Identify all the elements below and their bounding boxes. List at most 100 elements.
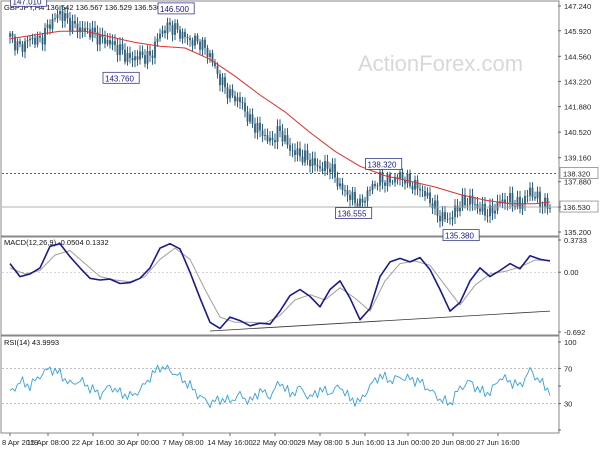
candle-body	[206, 47, 209, 57]
candle-body	[359, 198, 361, 210]
rsi-tick-label: 100	[564, 338, 577, 347]
candle-body	[174, 23, 176, 35]
time-tick-label: 7 May 08:00	[162, 438, 203, 447]
candle-body	[301, 156, 304, 163]
candle-body	[9, 33, 11, 37]
candle-body	[11, 33, 14, 37]
candle-body	[84, 28, 86, 31]
candle-body	[59, 11, 61, 15]
candle-body	[326, 161, 329, 169]
price-tick-label: 140.520	[564, 128, 591, 137]
candle-body	[501, 199, 504, 204]
candle-body	[149, 51, 151, 56]
candle-body	[531, 187, 534, 197]
candle-body	[466, 204, 469, 206]
time-tick-label: 27 Jun 16:00	[476, 438, 519, 447]
candle-body	[51, 18, 54, 29]
price-tick-label: 139.160	[564, 154, 591, 163]
candle-body	[114, 41, 116, 46]
price-tick-label: 147.240	[564, 2, 591, 11]
candle-body	[19, 41, 21, 45]
candle-body	[319, 166, 321, 169]
candle-body	[431, 203, 434, 209]
price-callout-label: 135.380	[445, 232, 474, 241]
candle-body	[389, 174, 391, 183]
candle-body	[471, 195, 474, 204]
candle-body	[26, 40, 29, 42]
candle-body	[289, 144, 291, 151]
candle-body	[276, 126, 279, 143]
candle-body	[394, 176, 396, 183]
candle-body	[211, 53, 214, 63]
candle-body	[374, 183, 376, 186]
candle-body	[39, 35, 41, 38]
candle-body	[49, 24, 51, 29]
candle-body	[329, 168, 331, 173]
candle-body	[216, 65, 219, 74]
candle-body	[274, 140, 276, 143]
candle-body	[411, 186, 414, 190]
candle-body	[64, 13, 66, 21]
candle-body	[189, 38, 191, 41]
candle-body	[536, 191, 539, 199]
macd-trendline	[209, 310, 551, 332]
candle-body	[519, 196, 521, 209]
price-tick-label: 141.880	[564, 103, 591, 112]
candle-body	[166, 22, 169, 34]
candle-body	[544, 197, 546, 207]
candle-body	[539, 191, 541, 207]
candle-body	[106, 40, 109, 44]
candle-body	[316, 164, 319, 167]
candle-body	[159, 33, 161, 39]
time-tick-label: 14 May 16:00	[207, 438, 252, 447]
candle-body	[381, 171, 384, 183]
candle-body	[119, 44, 121, 55]
moving-average-line	[9, 30, 551, 205]
candle-body	[146, 51, 149, 64]
rsi-tick-label: 70	[564, 364, 572, 373]
candle-body	[464, 194, 466, 206]
candle-body	[111, 41, 114, 45]
candle-body	[429, 192, 431, 204]
candle-body	[426, 192, 429, 197]
price-axis: 147.240 145.920 144.560 143.220 141.880 140.5…	[558, 2, 591, 237]
candle-body	[314, 158, 316, 165]
candle-body	[29, 38, 31, 41]
candle-body	[229, 89, 231, 99]
candle-body	[14, 36, 16, 51]
candle-body	[139, 51, 141, 60]
price-tick-label: 144.560	[564, 52, 591, 61]
candle-body	[271, 137, 274, 141]
price-level-line: 138.320 136.530	[2, 167, 599, 213]
candle-body	[131, 57, 134, 61]
candle-body	[291, 150, 294, 152]
candle-body	[184, 31, 186, 37]
candle-body	[496, 201, 499, 211]
candle-body	[246, 111, 249, 122]
candle-body	[436, 200, 439, 216]
price-ma-line	[9, 30, 551, 205]
candle-body	[516, 196, 519, 207]
price-panel-title: GBPJPY,H4 136.542 136.567 136.529 136.53…	[4, 3, 161, 12]
candle-body	[179, 29, 181, 39]
candle-body	[349, 195, 351, 200]
time-tick-label: 5 Jun 16:00	[345, 438, 384, 447]
candle-body	[456, 205, 459, 212]
price-callout-box	[102, 71, 140, 84]
time-tick-label: 20 Jun 08:00	[431, 438, 474, 447]
candle-body	[294, 150, 296, 155]
candle-body	[16, 41, 19, 51]
candle-body	[511, 192, 514, 207]
macd-panel-frame	[0, 236, 560, 336]
candle-body	[284, 135, 286, 142]
price-callout-label: 143.760	[105, 74, 134, 83]
price-callout-label: 147.010	[13, 0, 42, 6]
candle-body	[376, 185, 379, 187]
candle-body	[194, 35, 196, 46]
macd-tick-label: 0.00	[564, 268, 579, 277]
candle-body	[244, 102, 246, 112]
time-tick-label: 22 Apr 16:00	[72, 438, 115, 447]
candle-body	[241, 102, 244, 103]
candle-body	[116, 45, 119, 55]
macd-line	[9, 242, 551, 330]
